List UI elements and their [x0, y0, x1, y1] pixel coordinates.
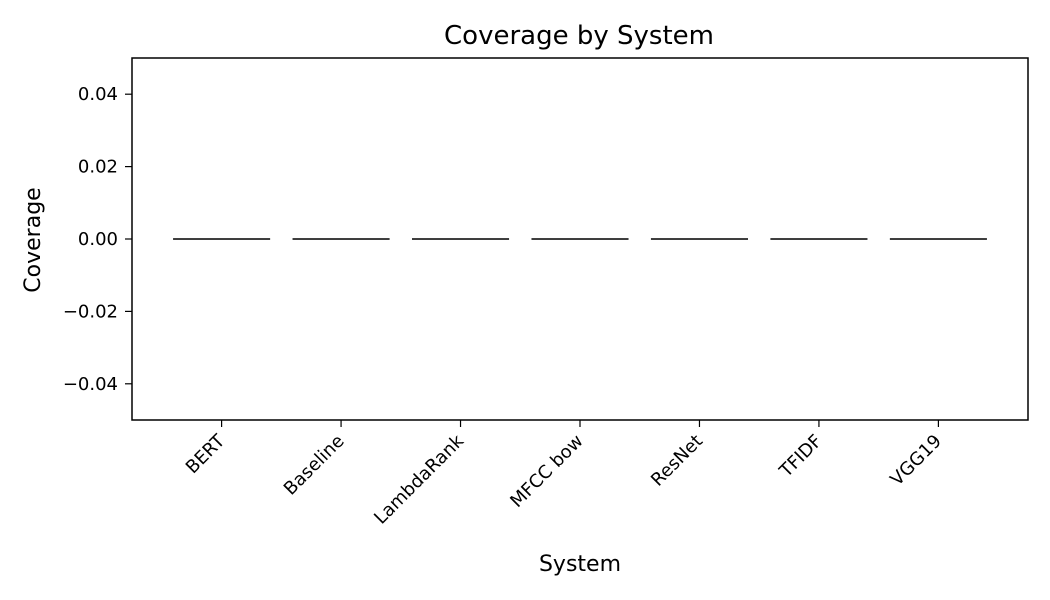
y-tick-label: −0.04: [63, 374, 118, 395]
y-axis: −0.04 −0.02 0.00 0.02 0.04: [63, 84, 132, 395]
y-tick-label: 0.04: [78, 84, 118, 105]
y-tick-label: −0.02: [63, 301, 118, 322]
x-tick-label: ResNet: [647, 431, 707, 491]
plot-area: −0.04 −0.02 0.00 0.02 0.04 BERT Baseline Lambd…: [63, 57, 1029, 529]
x-tick-label: BERT: [182, 430, 230, 478]
y-tick-label: 0.02: [78, 157, 118, 178]
y-axis-label: Coverage: [21, 187, 46, 292]
x-tick-label: MFCC bow: [506, 431, 587, 512]
chart-title: Coverage by System: [444, 21, 714, 51]
x-axis: BERT Baseline LambdaRank MFCC bow ResNet TFID…: [182, 420, 946, 529]
x-axis-label: System: [539, 552, 621, 577]
x-tick-label: Baseline: [280, 431, 349, 500]
x-tick-label: LambdaRank: [370, 430, 468, 528]
y-tick-label: 0.00: [78, 229, 118, 250]
x-tick-label: TFIDF: [775, 431, 827, 483]
x-tick-label: VGG19: [886, 431, 945, 490]
